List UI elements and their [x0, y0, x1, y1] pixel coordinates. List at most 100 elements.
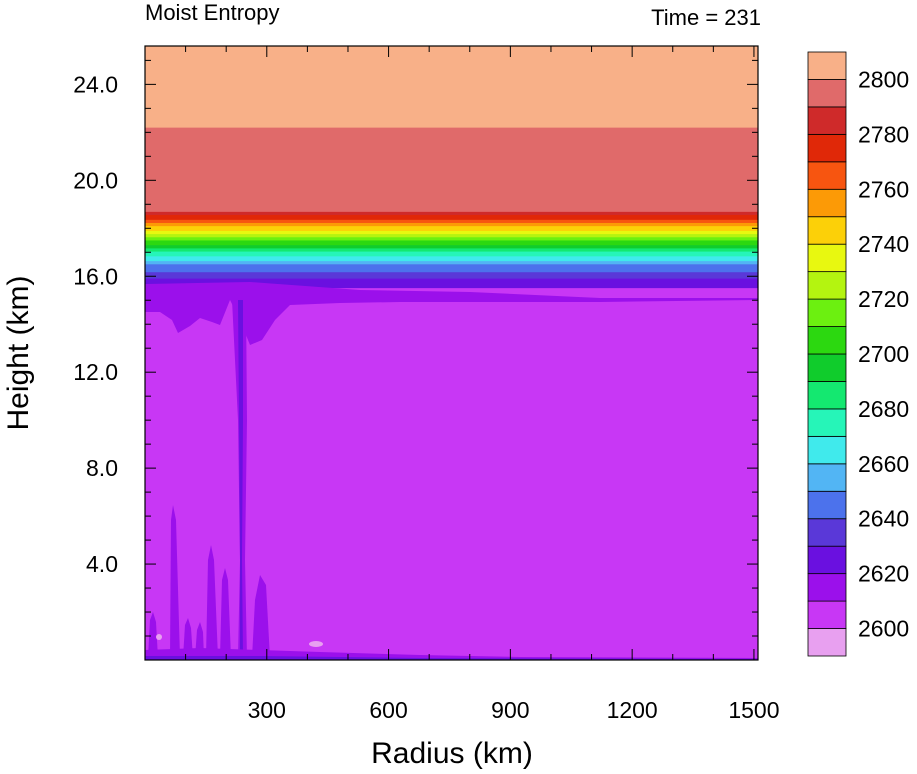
entropy-band: [145, 88, 758, 92]
entropy-band: [145, 123, 758, 127]
axes-ticks: [145, 46, 758, 660]
entropy-band: [145, 285, 758, 289]
entropy-band: [145, 200, 758, 203]
entropy-band: [145, 252, 758, 255]
colorbar-swatch: [807, 106, 847, 135]
entropy-band: [145, 262, 758, 265]
colorbar-swatch: [807, 381, 847, 410]
entropy-band: [145, 115, 758, 119]
entropy-band: [145, 209, 758, 212]
entropy-band: [145, 165, 758, 168]
colorbar-label: 2680: [858, 396, 909, 422]
entropy-band: [145, 230, 758, 233]
entropy-band: [145, 101, 758, 104]
entropy-band: [145, 131, 758, 134]
entropy-band: [145, 80, 758, 84]
entropy-band: [145, 282, 758, 285]
entropy-band: [145, 160, 758, 163]
chart-title-right: Time = 231: [651, 5, 761, 30]
entropy-band: [145, 114, 758, 117]
entropy-band: [145, 171, 758, 174]
colorbar-swatch: [807, 628, 847, 657]
entropy-band: [145, 84, 758, 87]
entropy-band: [145, 238, 758, 241]
entropy-band: [145, 53, 758, 57]
entropy-band: [145, 235, 758, 238]
colorbar-label: 2800: [858, 66, 909, 92]
entropy-band: [145, 90, 758, 93]
colorbar-label: 2600: [858, 616, 909, 642]
entropy-band: [145, 144, 758, 147]
x-tick-label: 300: [248, 697, 286, 723]
entropy-band: [145, 273, 758, 276]
entropy-band: [145, 85, 758, 88]
y-tick-label: 24.0: [73, 71, 118, 97]
colorbar-swatch: [807, 326, 847, 355]
entropy-band: [145, 161, 758, 165]
entropy-band: [145, 66, 758, 69]
colorbar-swatch: [807, 518, 847, 547]
plume-2: [206, 545, 218, 658]
entropy-band: [145, 155, 758, 158]
boundary-layer-core: [145, 656, 758, 660]
plot-frame: [144, 45, 759, 661]
entropy-band: [145, 220, 758, 223]
plume-4: [252, 575, 270, 658]
entropy-band: [145, 138, 758, 141]
entropy-band: [145, 187, 758, 190]
light-spot: [309, 641, 323, 647]
entropy-band: [145, 231, 758, 235]
entropy-band: [145, 260, 758, 263]
colorbar-swatch: [807, 353, 847, 382]
colorbar-label: 2720: [858, 286, 909, 312]
entropy-band: [145, 203, 758, 206]
colorbar-label: 2760: [858, 176, 909, 202]
entropy-band: [145, 163, 758, 166]
entropy-band: [145, 82, 758, 85]
entropy-band: [145, 208, 758, 211]
entropy-band: [145, 147, 758, 150]
colorbar-swatch: [807, 133, 847, 163]
entropy-band: [145, 119, 758, 122]
entropy-band: [145, 122, 758, 125]
colorbar: 2600 2620 2640 2660 2680 2700 2720 2740 2760 2780…: [807, 51, 909, 657]
x-tick-label: 1500: [728, 697, 779, 723]
colorbar-label: 2660: [858, 451, 909, 477]
entropy-band: [145, 204, 758, 208]
entropy-band: [145, 192, 758, 195]
entropy-band: [145, 65, 758, 68]
entropy-band: [145, 181, 758, 184]
colorbar-swatch: [807, 435, 847, 465]
entropy-band: [145, 190, 758, 193]
entropy-band: [145, 284, 758, 287]
entropy-band: [145, 92, 758, 95]
entropy-band: [145, 106, 758, 109]
contour-plot-area: [145, 46, 758, 660]
entropy-band: [145, 63, 758, 66]
entropy-band: [145, 250, 758, 254]
entropy-band: [145, 93, 758, 96]
entropy-band: [145, 184, 758, 187]
y-tick-label: 20.0: [73, 167, 118, 193]
colorbar-swatch: [807, 545, 847, 575]
entropy-band: [145, 254, 758, 257]
entropy-band: [145, 112, 758, 115]
y-axis-title: Height (km): [2, 275, 35, 430]
entropy-band: [145, 177, 758, 181]
entropy-band: [145, 271, 758, 274]
entropy-band: [145, 107, 758, 111]
y-tick-label: 16.0: [73, 263, 118, 289]
entropy-band: [145, 104, 758, 107]
entropy-band: [145, 95, 758, 98]
entropy-band: [145, 146, 758, 149]
entropy-band: [145, 246, 758, 249]
entropy-band: [145, 241, 758, 244]
entropy-band: [145, 176, 758, 179]
entropy-band: [145, 198, 758, 201]
entropy-band: [145, 69, 758, 73]
y-tick-label: 8.0: [86, 455, 118, 481]
colorbar-swatch: [807, 216, 847, 245]
colorbar-swatch: [807, 79, 847, 108]
y-tick-label: 12.0: [73, 359, 118, 385]
entropy-features: [145, 282, 758, 660]
